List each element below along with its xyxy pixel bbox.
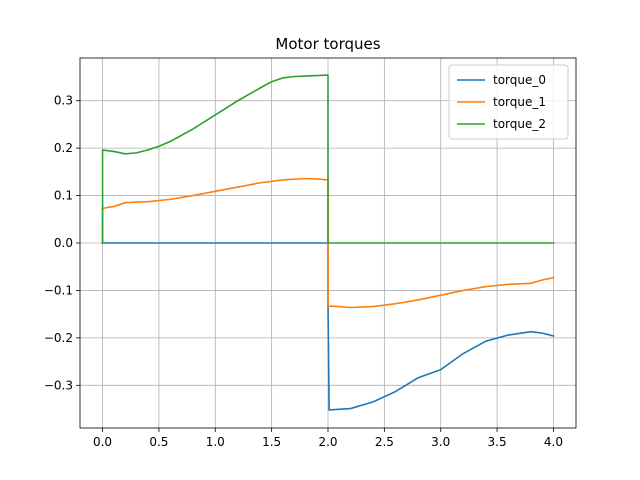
y-tick-label: −0.2 xyxy=(44,331,73,345)
series-lines xyxy=(101,74,555,411)
series-line-torque_2 xyxy=(101,74,555,244)
x-tick-label: 1.0 xyxy=(206,435,225,449)
x-tick-label: 0.0 xyxy=(93,435,112,449)
legend-label: torque_0 xyxy=(493,73,546,87)
x-tick-label: 2.5 xyxy=(375,435,394,449)
y-tick-label: −0.1 xyxy=(44,283,73,297)
series-line-torque_0 xyxy=(101,242,555,411)
legend-label: torque_1 xyxy=(493,95,546,109)
y-tick-label: −0.3 xyxy=(44,378,73,392)
x-tick-label: 2.0 xyxy=(318,435,337,449)
legend: torque_0 torque_1 torque_2 xyxy=(448,64,569,140)
x-tick-label: 3.0 xyxy=(431,435,450,449)
axis-ticks: 0.0 0.5 1.0 1.5 2.0 2.5 3.0 3.5 4.0 −0.3 −0.2 −0.1 0… xyxy=(44,94,563,449)
x-tick-label: 0.5 xyxy=(149,435,168,449)
x-tick-label: 1.5 xyxy=(262,435,281,449)
y-tick-label: 0.1 xyxy=(54,189,73,203)
y-tick-label: 0.3 xyxy=(54,94,73,108)
legend-box xyxy=(448,64,569,140)
y-tick-label: 0.0 xyxy=(54,236,73,250)
y-tick-label: 0.2 xyxy=(54,141,73,155)
x-tick-label: 3.5 xyxy=(488,435,507,449)
x-tick-label: 4.0 xyxy=(544,435,563,449)
legend-label: torque_2 xyxy=(493,117,546,131)
chart-title: Motor torques xyxy=(275,35,380,53)
